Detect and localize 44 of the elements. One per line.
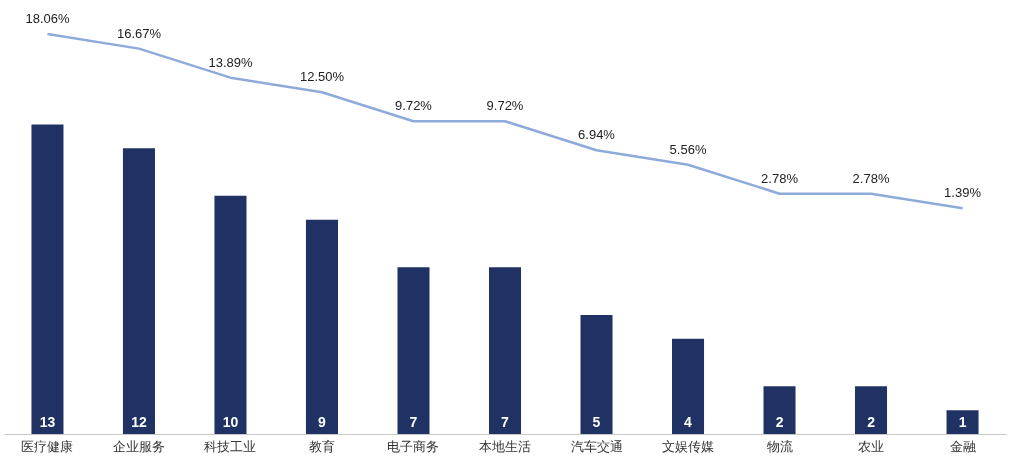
bar bbox=[122, 148, 155, 434]
bar bbox=[763, 386, 796, 434]
data-label: 5 bbox=[592, 414, 601, 430]
x-tick-label: 企业服务 bbox=[112, 438, 165, 454]
data-label: 5.56% bbox=[669, 141, 707, 157]
data-label: 18.06% bbox=[25, 11, 70, 27]
data-label: 2 bbox=[775, 414, 784, 430]
data-label: 12.50% bbox=[299, 69, 345, 85]
bar bbox=[31, 124, 64, 434]
data-label: 13.89% bbox=[208, 54, 253, 70]
data-label: 12 bbox=[131, 414, 147, 430]
data-label: 2.78% bbox=[761, 170, 799, 186]
bar bbox=[488, 267, 522, 434]
x-tick-label: 电子商务 bbox=[387, 438, 440, 454]
data-label: 9.72% bbox=[395, 98, 433, 114]
bar bbox=[397, 267, 430, 434]
data-label: 9.72% bbox=[486, 98, 524, 114]
x-tick-label: 汽车交通 bbox=[570, 438, 623, 454]
data-label: 6.94% bbox=[578, 127, 616, 143]
data-label: 7 bbox=[409, 414, 418, 430]
data-label: 7 bbox=[501, 414, 510, 430]
x-tick-label: 医疗健康 bbox=[21, 438, 74, 454]
data-label: 2 bbox=[867, 414, 876, 430]
data-label: 2.78% bbox=[852, 170, 890, 186]
data-label: 1.39% bbox=[944, 185, 982, 201]
bar bbox=[214, 195, 247, 434]
data-label: 4 bbox=[684, 414, 693, 430]
bar bbox=[305, 219, 338, 434]
x-tick-label: 物流 bbox=[766, 438, 793, 454]
bar bbox=[946, 410, 979, 434]
bar bbox=[672, 338, 705, 434]
data-label: 13 bbox=[39, 414, 56, 430]
data-label: 9 bbox=[318, 414, 327, 430]
x-tick-label: 教育 bbox=[308, 438, 335, 454]
x-tick-label: 科技工业 bbox=[204, 438, 257, 454]
x-tick-label: 文娱传媒 bbox=[662, 438, 715, 454]
x-tick-label: 农业 bbox=[858, 438, 885, 454]
data-label: 10 bbox=[222, 414, 239, 430]
x-tick-label: 金融 bbox=[949, 438, 976, 454]
data-label: 16.67% bbox=[116, 25, 162, 41]
bar bbox=[580, 314, 613, 434]
data-label: 1 bbox=[958, 414, 967, 430]
x-tick-label: 本地生活 bbox=[479, 438, 531, 454]
bar bbox=[855, 386, 888, 434]
